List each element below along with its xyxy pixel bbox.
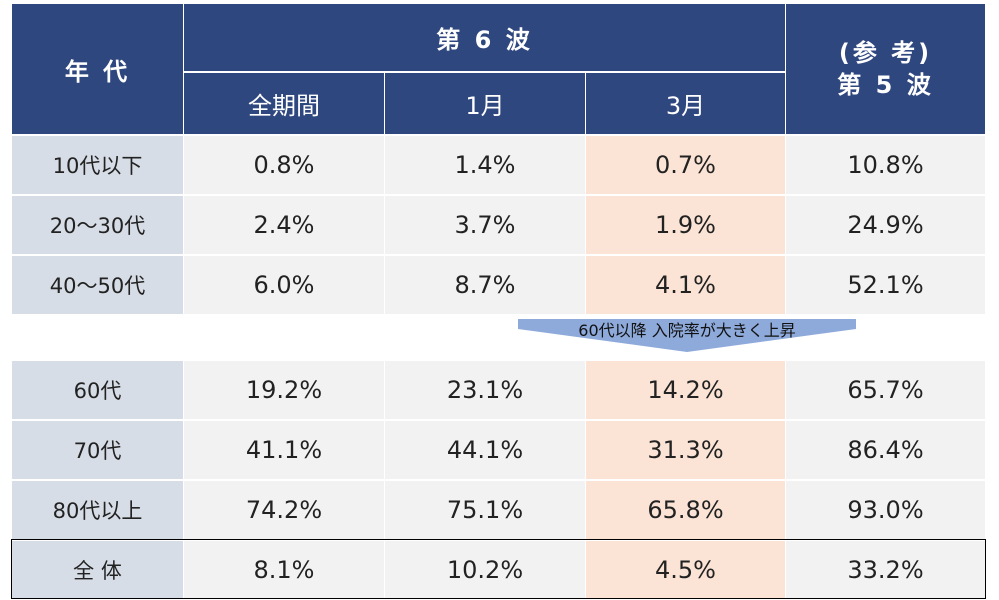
value-cell: 8.7% (385, 256, 585, 314)
value-cell: 52.1% (786, 256, 985, 314)
value-cell: 65.8% (586, 481, 785, 539)
row-label: 60代 (12, 361, 183, 419)
value-cell: 0.7% (586, 136, 785, 194)
value-cell: 10.2% (385, 541, 585, 598)
row-label: 20～30代 (12, 196, 183, 254)
value-cell: 1.9% (586, 196, 785, 254)
age-header: 年 代 (12, 4, 183, 134)
column-header: 全期間 (184, 73, 384, 134)
column-header: 3月 (586, 73, 785, 134)
value-cell: 31.3% (586, 421, 785, 479)
value-cell: 2.4% (184, 196, 384, 254)
value-cell: 65.7% (786, 361, 985, 419)
value-cell: 24.9% (786, 196, 985, 254)
row-label: 全 体 (12, 541, 183, 598)
column-header: 1月 (385, 73, 585, 134)
value-cell: 86.4% (786, 421, 985, 479)
value-cell: 19.2% (184, 361, 384, 419)
annotation: 60代以降 入院率が大きく上昇 (578, 321, 796, 340)
value-cell: 93.0% (786, 481, 985, 539)
row-label: 40～50代 (12, 256, 183, 314)
value-cell: 23.1% (385, 361, 585, 419)
value-cell: 74.2% (184, 481, 384, 539)
value-cell: 44.1% (385, 421, 585, 479)
value-cell: 1.4% (385, 136, 585, 194)
wave5-header-line: 第 5 波 (837, 71, 934, 99)
value-cell: 41.1% (184, 421, 384, 479)
value-cell: 0.8% (184, 136, 384, 194)
wave5-header-line: (参 考) (838, 39, 933, 67)
row-label: 70代 (12, 421, 183, 479)
row-label: 80代以上 (12, 481, 183, 539)
down-arrow (518, 319, 856, 352)
wave6-header: 第 6 波 (184, 4, 785, 71)
value-cell: 8.1% (184, 541, 384, 598)
value-cell: 10.8% (786, 136, 985, 194)
row-label: 10代以下 (12, 136, 183, 194)
value-cell: 3.7% (385, 196, 585, 254)
value-cell: 6.0% (184, 256, 384, 314)
value-cell: 33.2% (786, 541, 985, 598)
value-cell: 4.5% (586, 541, 785, 598)
value-cell: 75.1% (385, 481, 585, 539)
wave5-header: (参 考) 第 5 波 (786, 4, 985, 134)
value-cell: 4.1% (586, 256, 785, 314)
value-cell: 14.2% (586, 361, 785, 419)
